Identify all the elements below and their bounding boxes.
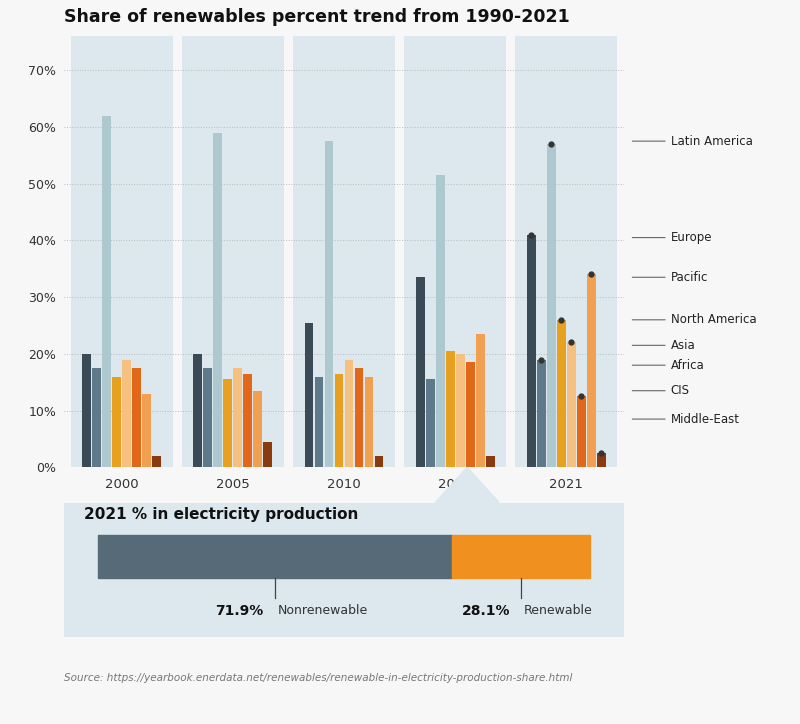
Text: CIS: CIS [632,384,690,397]
Bar [345,360,354,467]
Text: Pacific: Pacific [632,271,708,284]
Bar [567,342,576,467]
Bar [254,391,262,467]
Text: North America: North America [632,313,756,327]
Text: Latin America: Latin America [632,135,753,148]
Bar [152,456,161,467]
Bar [577,396,586,467]
Bar [325,141,334,467]
Bar [92,368,101,467]
Text: Europe: Europe [632,231,712,244]
Bar [102,116,111,467]
Bar [547,144,556,467]
Bar [223,379,232,467]
Text: 28.1%: 28.1% [462,604,510,618]
Text: Africa: Africa [632,358,705,371]
Bar [334,374,343,467]
Text: 71.9%: 71.9% [215,604,263,618]
Bar [466,362,474,467]
Bar [374,456,383,467]
Bar [182,36,284,467]
Text: Asia: Asia [632,339,695,352]
Bar [456,354,465,467]
Text: Share of renewables percent trend from 1990-2021: Share of renewables percent trend from 1… [64,8,570,26]
Bar [214,132,222,467]
Bar [293,36,395,467]
Bar [597,453,606,467]
Text: Middle-East: Middle-East [632,413,740,426]
Bar [557,320,566,467]
Bar [587,274,596,467]
Bar [70,36,173,467]
Text: 2021 % in electricity production: 2021 % in electricity production [83,507,358,521]
Bar [486,456,494,467]
Bar [426,379,434,467]
Polygon shape [435,467,499,502]
Bar [404,36,506,467]
Bar [527,235,536,467]
Bar [82,354,91,467]
Bar [416,277,425,467]
Text: Renewable: Renewable [524,604,593,617]
Bar [263,442,272,467]
Text: Source: https://yearbook.enerdata.net/renewables/renewable-in-electricity-produc: Source: https://yearbook.enerdata.net/re… [64,673,572,683]
Bar [305,323,314,467]
Bar [314,376,323,467]
Text: Nonrenewable: Nonrenewable [278,604,368,617]
Bar [112,376,121,467]
Bar [194,354,202,467]
Bar [446,351,454,467]
Bar [537,360,546,467]
Bar [365,376,374,467]
Bar [122,360,131,467]
Bar [436,175,445,467]
Bar [515,36,618,467]
Bar [476,334,485,467]
Bar [98,535,452,578]
Bar [354,368,363,467]
Bar [243,374,252,467]
Bar [234,368,242,467]
Bar [132,368,141,467]
Bar [142,394,151,467]
Bar [452,535,590,578]
Bar [203,368,212,467]
